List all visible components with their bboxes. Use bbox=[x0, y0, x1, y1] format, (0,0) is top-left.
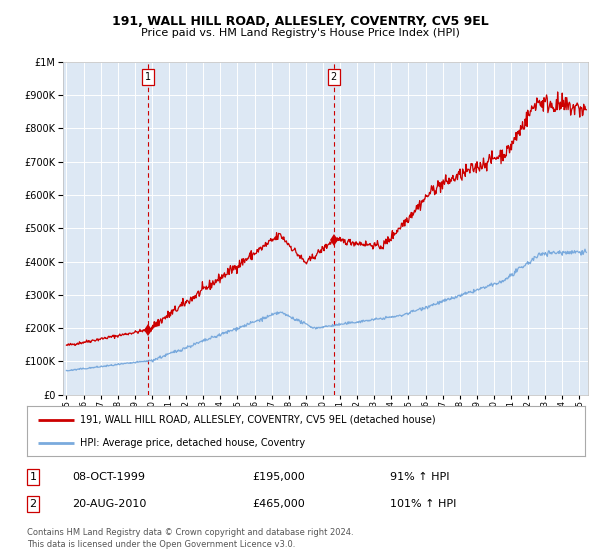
Text: £195,000: £195,000 bbox=[252, 472, 305, 482]
Text: 101% ↑ HPI: 101% ↑ HPI bbox=[390, 499, 457, 509]
Text: HPI: Average price, detached house, Coventry: HPI: Average price, detached house, Cove… bbox=[80, 438, 305, 448]
Text: 20-AUG-2010: 20-AUG-2010 bbox=[72, 499, 146, 509]
Text: 191, WALL HILL ROAD, ALLESLEY, COVENTRY, CV5 9EL: 191, WALL HILL ROAD, ALLESLEY, COVENTRY,… bbox=[112, 15, 488, 28]
Text: 191, WALL HILL ROAD, ALLESLEY, COVENTRY, CV5 9EL (detached house): 191, WALL HILL ROAD, ALLESLEY, COVENTRY,… bbox=[80, 414, 436, 424]
Text: 91% ↑ HPI: 91% ↑ HPI bbox=[390, 472, 449, 482]
Text: 1: 1 bbox=[145, 72, 151, 82]
Text: Contains HM Land Registry data © Crown copyright and database right 2024.
This d: Contains HM Land Registry data © Crown c… bbox=[27, 528, 353, 549]
Text: 08-OCT-1999: 08-OCT-1999 bbox=[72, 472, 145, 482]
Text: 1: 1 bbox=[29, 472, 37, 482]
Text: £465,000: £465,000 bbox=[252, 499, 305, 509]
Text: 2: 2 bbox=[29, 499, 37, 509]
Text: 2: 2 bbox=[331, 72, 337, 82]
Text: Price paid vs. HM Land Registry's House Price Index (HPI): Price paid vs. HM Land Registry's House … bbox=[140, 28, 460, 38]
